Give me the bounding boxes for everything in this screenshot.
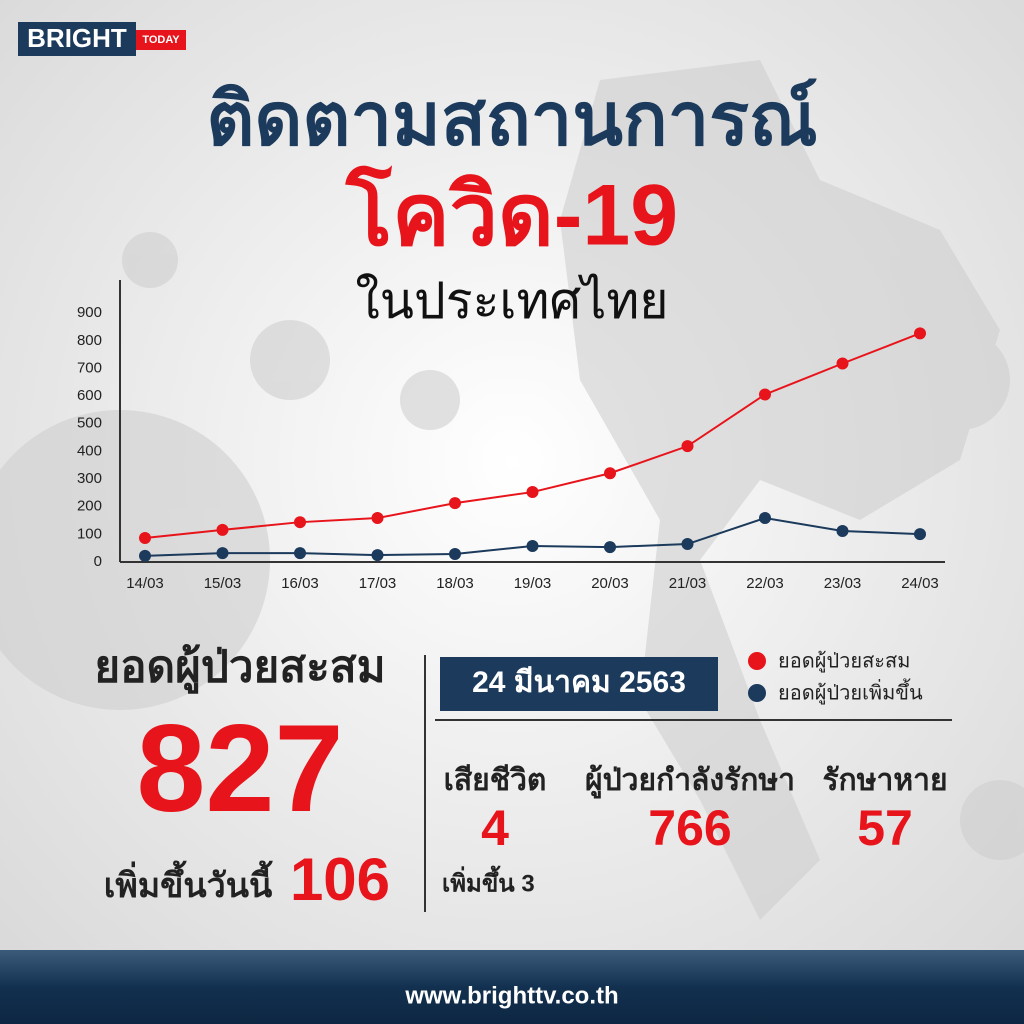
x-tick-label: 17/03 bbox=[359, 575, 397, 592]
brand-name: BRIGHT bbox=[27, 23, 127, 53]
x-tick-label: 23/03 bbox=[824, 575, 862, 592]
summary-total: 827 bbox=[137, 700, 344, 838]
point bbox=[914, 327, 926, 340]
x-tick-label: 15/03 bbox=[204, 575, 242, 592]
point bbox=[836, 357, 849, 370]
point bbox=[294, 516, 306, 529]
point bbox=[681, 538, 694, 551]
stat-label: เสียชีวิต bbox=[444, 764, 547, 797]
point bbox=[526, 486, 539, 499]
stat-note: เพิ่มขึ้น 3 bbox=[442, 864, 535, 897]
stat-value: 766 bbox=[648, 800, 731, 856]
x-tick-label: 22/03 bbox=[746, 575, 784, 592]
point bbox=[759, 512, 771, 525]
x-tick-label: 24/03 bbox=[901, 575, 939, 592]
point bbox=[216, 547, 229, 560]
date: 24 มีนาคม 2563 bbox=[472, 666, 686, 699]
point bbox=[526, 539, 539, 552]
stat-value: 4 bbox=[481, 800, 509, 856]
point bbox=[681, 440, 694, 453]
summary-label: ยอดผู้ป่วยสะสม bbox=[94, 643, 385, 694]
legend-marker bbox=[748, 684, 766, 702]
point bbox=[604, 467, 616, 480]
today-value: 106 bbox=[290, 846, 390, 913]
legend-label: ยอดผู้ป่วยสะสม bbox=[778, 650, 910, 673]
point bbox=[371, 549, 384, 562]
y-tick-label: 200 bbox=[77, 498, 102, 515]
x-tick-label: 21/03 bbox=[669, 575, 707, 592]
x-tick-label: 19/03 bbox=[514, 575, 552, 592]
point bbox=[604, 541, 616, 554]
x-tick-label: 14/03 bbox=[126, 575, 164, 592]
brand-tag: TODAY bbox=[142, 34, 180, 46]
headline: ในประเทศไทย bbox=[355, 273, 668, 329]
footer-url: www.brighttv.co.th bbox=[404, 982, 618, 1009]
y-tick-label: 800 bbox=[77, 332, 102, 349]
y-tick-label: 500 bbox=[77, 415, 102, 432]
y-tick-label: 0 bbox=[94, 553, 102, 570]
footer-band bbox=[0, 950, 1024, 1024]
today-label: เพิ่มขึ้นวันนี้ bbox=[104, 860, 273, 905]
x-tick-label: 20/03 bbox=[591, 575, 629, 592]
point bbox=[449, 547, 461, 560]
headline: โควิด-19 bbox=[345, 165, 678, 264]
point bbox=[294, 547, 306, 560]
point bbox=[836, 525, 849, 538]
y-tick-label: 700 bbox=[77, 359, 102, 376]
x-tick-label: 16/03 bbox=[281, 575, 319, 592]
y-tick-label: 100 bbox=[77, 525, 102, 542]
stat-value: 57 bbox=[857, 800, 913, 856]
date-box bbox=[440, 657, 718, 711]
x-tick-label: 18/03 bbox=[436, 575, 474, 592]
legend-marker bbox=[748, 652, 766, 670]
legend-label: ยอดผู้ป่วยเพิ่มขึ้น bbox=[778, 678, 923, 705]
logo-tag-box bbox=[136, 30, 186, 50]
stat-label: ผู้ป่วยกำลังรักษา bbox=[585, 764, 795, 799]
y-tick-label: 600 bbox=[77, 387, 102, 404]
point bbox=[216, 523, 229, 536]
logo-box bbox=[18, 22, 136, 56]
y-tick-label: 900 bbox=[77, 304, 102, 321]
point bbox=[139, 549, 151, 562]
y-tick-label: 300 bbox=[77, 470, 102, 487]
point bbox=[139, 531, 151, 544]
headline: ติดตามสถานการณ์ bbox=[206, 78, 817, 161]
chart: 0 100 200 300 400 500 600 700 800 900 14/03 15/03 16… bbox=[77, 280, 945, 592]
point bbox=[759, 388, 771, 401]
stat-label: รักษาหาย bbox=[822, 764, 947, 797]
point bbox=[371, 512, 384, 525]
y-tick-label: 400 bbox=[77, 442, 102, 459]
point bbox=[914, 528, 926, 541]
point bbox=[449, 497, 461, 510]
